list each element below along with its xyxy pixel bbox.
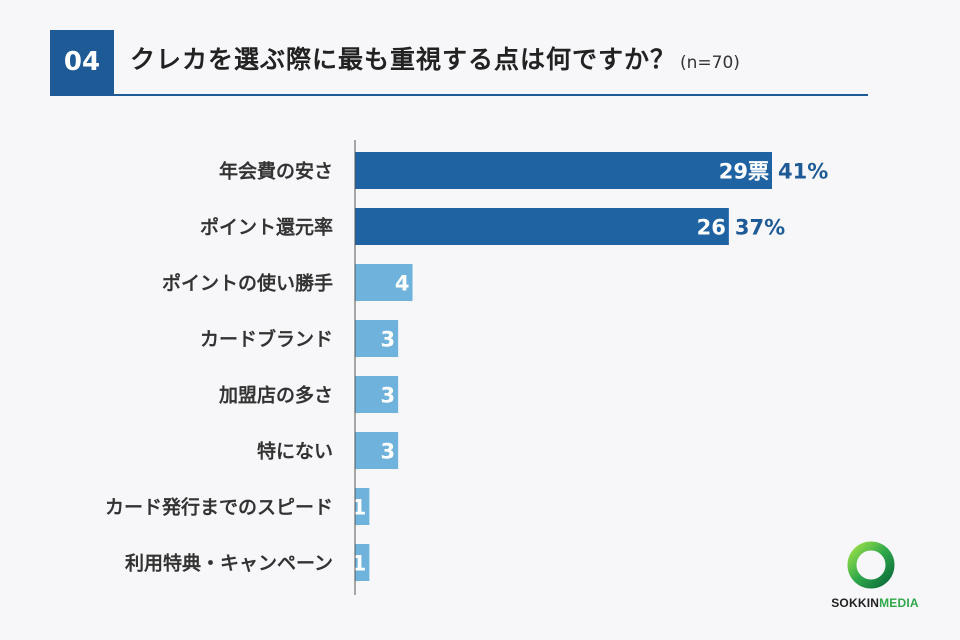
value-label: 29票 [719, 160, 769, 184]
category-label: 年会費の安さ [219, 160, 333, 183]
ring-logo-icon [847, 541, 895, 589]
bar [355, 488, 370, 525]
bar [355, 152, 772, 189]
category-label: カード発行までのスピード [105, 496, 333, 519]
value-label: 4 [395, 272, 410, 296]
bar [355, 208, 729, 245]
sample-size: (n=70) [680, 53, 740, 73]
percent-label: 41% [778, 160, 828, 184]
chart-title: クレカを選ぶ際に最も重視する点は何ですか？ (n=70) [130, 40, 740, 76]
value-label: 3 [381, 328, 396, 352]
category-label: ポイントの使い勝手 [162, 272, 333, 295]
value-label: 1 [352, 552, 367, 576]
chart-header: 04 クレカを選ぶ際に最も重視する点は何ですか？ (n=70) [50, 22, 868, 96]
bar [355, 432, 399, 469]
question-text: クレカを選ぶ際に最も重視する点は何ですか？ [130, 45, 677, 74]
category-label: 加盟店の多さ [218, 384, 333, 407]
category-label: カードブランド [200, 328, 333, 351]
logo-text-sokkin: SOKKIN [831, 596, 880, 610]
value-label: 26 [697, 216, 726, 240]
category-label: 特にない [257, 441, 333, 463]
logo-text-media: MEDIA [879, 596, 919, 610]
category-label: 利用特典・キャンペーン [125, 552, 333, 575]
percent-label: 37% [735, 216, 785, 240]
category-label: ポイント還元率 [200, 216, 333, 239]
sokkin-media-logo: SOKKINMEDIA [820, 540, 930, 620]
value-label: 3 [381, 440, 396, 464]
value-label: 1 [352, 496, 367, 520]
bar [355, 320, 399, 357]
value-label: 3 [381, 384, 396, 408]
bar [355, 376, 399, 413]
bar [355, 544, 370, 581]
bar [355, 264, 413, 301]
logo-wordmark: SOKKINMEDIA [820, 596, 930, 610]
question-number-badge: 04 [50, 30, 114, 94]
